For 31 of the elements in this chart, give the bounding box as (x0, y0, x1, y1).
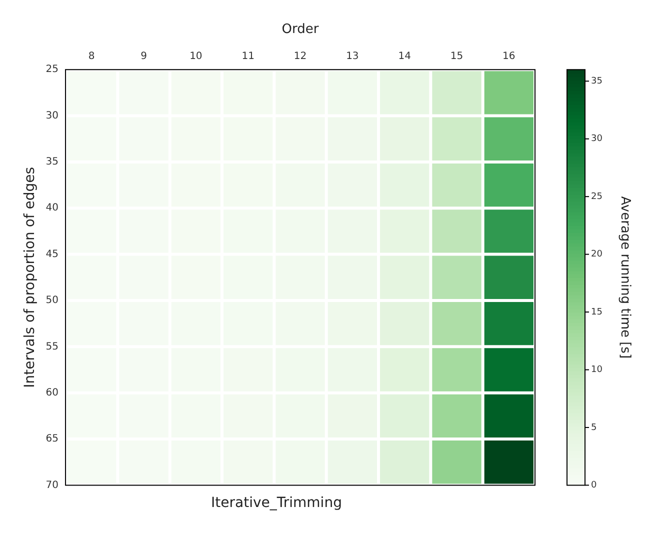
x-tick-label: 14 (398, 51, 411, 62)
color-bar-title: Average running time [s] (618, 196, 633, 359)
x-tick-label: 9 (140, 51, 147, 62)
color-bar-label: 5 (591, 422, 597, 433)
x-tick-label: 13 (346, 51, 359, 62)
y-tick-label: 40 (46, 202, 59, 214)
y-tick-label: 25 (46, 64, 59, 76)
y-tick-label: 70 (46, 480, 59, 491)
y-tick-label: 50 (46, 295, 59, 306)
x-tick-label: 11 (242, 51, 254, 62)
text: Iterative_Trimming (211, 495, 342, 512)
y-tick-label: 35 (46, 156, 59, 168)
color-bar-label: 15 (591, 307, 602, 318)
color-bar-label: 0 (591, 480, 597, 491)
x-tick-label: 8 (88, 51, 95, 62)
x-tick-label: 16 (502, 51, 516, 62)
y-tick-label: 30 (46, 110, 59, 122)
x-tick-label: 10 (190, 51, 202, 62)
y-tick-label: 60 (46, 387, 59, 398)
color-bar-label: 35 (591, 76, 602, 86)
y-tick-label: 45 (46, 248, 59, 260)
x-tick-label: 12 (294, 51, 307, 62)
x-axis-title: Order (282, 22, 320, 38)
color-bar-label: 30 (591, 134, 603, 144)
color-bar-label: 10 (591, 365, 603, 376)
x-tick-label: 15 (450, 51, 464, 62)
y-tick-label: 65 (46, 434, 59, 445)
color-bar-label: 25 (591, 192, 602, 202)
y-tick-label: 55 (46, 341, 59, 352)
y-axis-title: Intervals of proportion of edges (22, 166, 38, 388)
color-bar-label: 20 (591, 250, 603, 260)
